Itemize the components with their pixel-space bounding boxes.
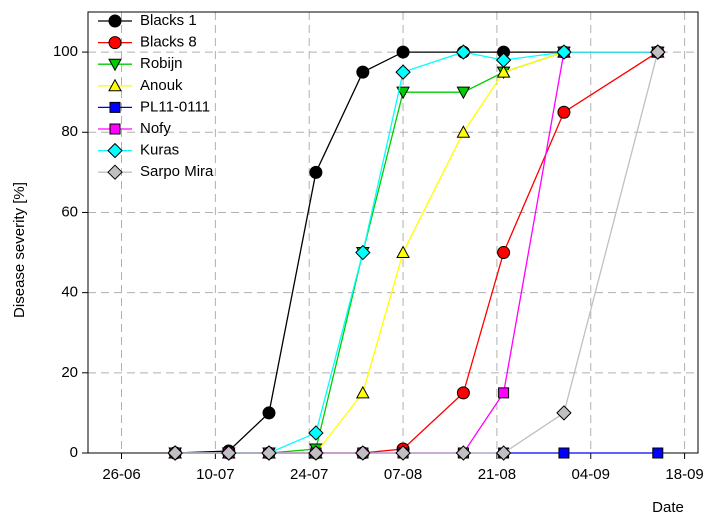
x-axis-label: Date bbox=[652, 499, 684, 516]
x-tick-label: 18-09 bbox=[665, 466, 703, 483]
marker bbox=[355, 385, 370, 399]
x-tick-label: 26-06 bbox=[102, 466, 140, 483]
marker bbox=[261, 445, 277, 461]
series-line bbox=[175, 51, 658, 454]
marker bbox=[396, 86, 410, 100]
legend-marker bbox=[108, 58, 122, 72]
marker bbox=[167, 445, 183, 461]
y-tick-label: 20 bbox=[61, 364, 78, 381]
marker bbox=[308, 445, 324, 461]
y-tick-label: 100 bbox=[53, 43, 78, 60]
marker bbox=[558, 447, 570, 459]
marker bbox=[650, 44, 666, 60]
marker bbox=[355, 445, 371, 461]
series-line bbox=[175, 51, 658, 454]
legend-label: Nofy bbox=[140, 120, 171, 137]
marker bbox=[456, 125, 471, 138]
y-tick-label: 60 bbox=[61, 203, 78, 220]
marker bbox=[495, 52, 512, 68]
y-tick-label: 0 bbox=[70, 444, 78, 461]
series-line bbox=[175, 51, 659, 454]
series-line bbox=[175, 51, 658, 454]
x-tick-label: 24-07 bbox=[290, 466, 328, 483]
marker bbox=[456, 86, 471, 100]
legend-marker bbox=[108, 78, 122, 92]
legend-label: PL11-0111 bbox=[140, 98, 210, 115]
y-tick-label: 40 bbox=[61, 284, 78, 301]
marker bbox=[356, 65, 370, 79]
marker bbox=[262, 406, 276, 420]
y-axis-label: Disease severity [%] bbox=[11, 182, 28, 318]
marker bbox=[395, 64, 411, 80]
marker bbox=[556, 44, 572, 60]
x-tick-label: 21-08 bbox=[478, 466, 516, 483]
marker bbox=[497, 246, 511, 260]
series-line bbox=[175, 51, 659, 454]
marker bbox=[396, 45, 410, 59]
marker bbox=[652, 447, 664, 459]
legend-label: Kuras bbox=[140, 142, 179, 159]
legend-label: Sarpo Mira bbox=[140, 163, 214, 180]
x-tick-label: 04-09 bbox=[572, 466, 610, 483]
marker bbox=[456, 386, 470, 400]
marker bbox=[395, 445, 411, 461]
legend-label: Blacks 1 bbox=[140, 12, 197, 29]
marker bbox=[308, 425, 324, 441]
marker bbox=[309, 165, 323, 179]
series-line bbox=[175, 51, 658, 454]
series-line bbox=[175, 51, 658, 454]
legend-marker bbox=[109, 101, 121, 113]
marker bbox=[455, 44, 472, 60]
legend-marker bbox=[108, 36, 122, 50]
marker bbox=[396, 245, 410, 259]
legend-label: Robijn bbox=[140, 55, 183, 72]
legend-marker bbox=[109, 123, 121, 135]
marker bbox=[495, 445, 512, 461]
y-tick-label: 80 bbox=[61, 123, 78, 140]
marker bbox=[498, 387, 510, 399]
legend-marker bbox=[107, 142, 123, 159]
marker bbox=[556, 405, 572, 421]
marker bbox=[221, 445, 237, 461]
legend-label: Blacks 8 bbox=[140, 34, 197, 51]
legend-label: Anouk bbox=[140, 77, 183, 94]
marker bbox=[355, 244, 371, 261]
x-tick-label: 07-08 bbox=[384, 466, 422, 483]
legend-marker bbox=[108, 14, 122, 28]
x-tick-label: 10-07 bbox=[196, 466, 234, 483]
marker bbox=[557, 105, 571, 119]
marker bbox=[496, 65, 511, 78]
legend-marker bbox=[107, 164, 123, 180]
marker bbox=[455, 445, 472, 461]
